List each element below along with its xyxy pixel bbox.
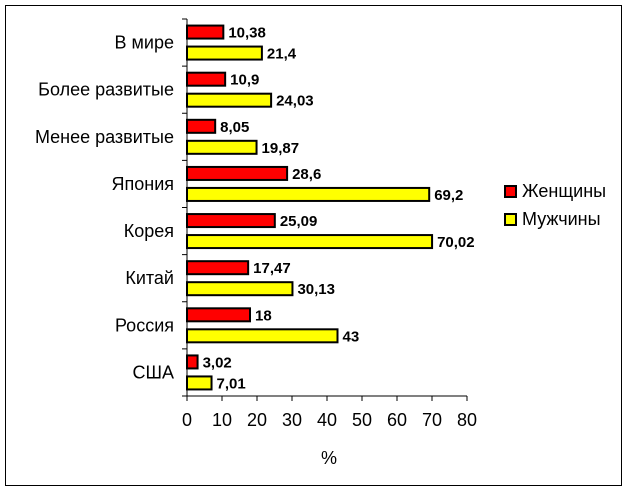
value-label-men-1: 24,03: [276, 93, 314, 110]
legend-swatch-men: [504, 213, 517, 226]
value-label-men-0: 21,4: [267, 46, 297, 63]
x-tick-label-6: 60: [387, 410, 407, 430]
legend-label-women: Женщины: [522, 181, 606, 201]
value-label-men-7: 7,01: [217, 375, 246, 392]
bar-women-4: [186, 213, 276, 229]
value-label-women-2: 8,05: [220, 119, 249, 136]
bar-women-2: [186, 118, 217, 134]
chart-frame: В мире Более развитые Менее развитые Япония…: [5, 5, 622, 486]
bar-men-5: [186, 281, 294, 297]
x-tick-label-8: 80: [457, 410, 477, 430]
bars-group: [186, 24, 434, 391]
x-tick-label-1: 10: [212, 410, 232, 430]
category-label-5: Китай: [125, 268, 174, 288]
bar-women-6: [186, 307, 251, 323]
x-tick-label-3: 30: [282, 410, 302, 430]
value-label-women-0: 10,38: [228, 25, 266, 42]
x-tick-label-0: 0: [182, 410, 192, 430]
bar-men-3: [186, 186, 431, 202]
legend-swatch-women: [504, 185, 517, 198]
x-tick-label-4: 40: [317, 410, 337, 430]
category-label-0: В мире: [115, 33, 174, 53]
category-label-2: Менее развитые: [35, 127, 174, 147]
bar-women-0: [186, 24, 225, 40]
value-label-men-6: 43: [343, 328, 360, 345]
x-tick-label-7: 70: [422, 410, 442, 430]
bar-men-1: [186, 92, 273, 108]
category-label-6: Россия: [115, 315, 174, 335]
value-label-men-2: 19,87: [262, 140, 300, 157]
x-tick-label-2: 20: [247, 410, 267, 430]
value-label-men-3: 69,2: [434, 187, 463, 204]
bar-women-1: [186, 71, 227, 87]
value-label-women-6: 18: [255, 307, 272, 324]
bar-men-6: [186, 328, 339, 344]
bar-men-7: [186, 375, 213, 391]
value-label-women-3: 28,6: [292, 166, 321, 183]
legend-label-men: Мужчины: [522, 209, 601, 229]
bar-men-0: [186, 45, 263, 61]
value-label-women-7: 3,02: [203, 354, 232, 371]
axes-group: 0 10 20 30 40 50 60 70 80: [182, 18, 477, 430]
x-axis-title: %: [321, 448, 337, 468]
value-label-men-5: 30,13: [297, 281, 335, 298]
category-label-7: США: [132, 362, 174, 382]
x-tick-label-5: 50: [352, 410, 372, 430]
category-label-4: Корея: [124, 221, 174, 241]
bar-men-4: [186, 234, 434, 250]
bar-women-7: [186, 354, 199, 370]
category-label-1: Более развитые: [38, 80, 174, 100]
category-labels: В мире Более развитые Менее развитые Япония…: [35, 33, 174, 383]
category-label-3: Япония: [112, 174, 175, 194]
value-label-women-1: 10,9: [230, 72, 259, 89]
value-label-men-4: 70,02: [437, 234, 475, 251]
bar-women-5: [186, 260, 250, 276]
value-label-women-4: 25,09: [280, 213, 318, 230]
legend: Женщины Мужчины: [504, 181, 606, 229]
bar-chart: В мире Более развитые Менее развитые Япония…: [35, 18, 606, 468]
bar-men-2: [186, 139, 258, 155]
value-label-women-5: 17,47: [253, 260, 291, 277]
bar-women-3: [186, 165, 289, 181]
